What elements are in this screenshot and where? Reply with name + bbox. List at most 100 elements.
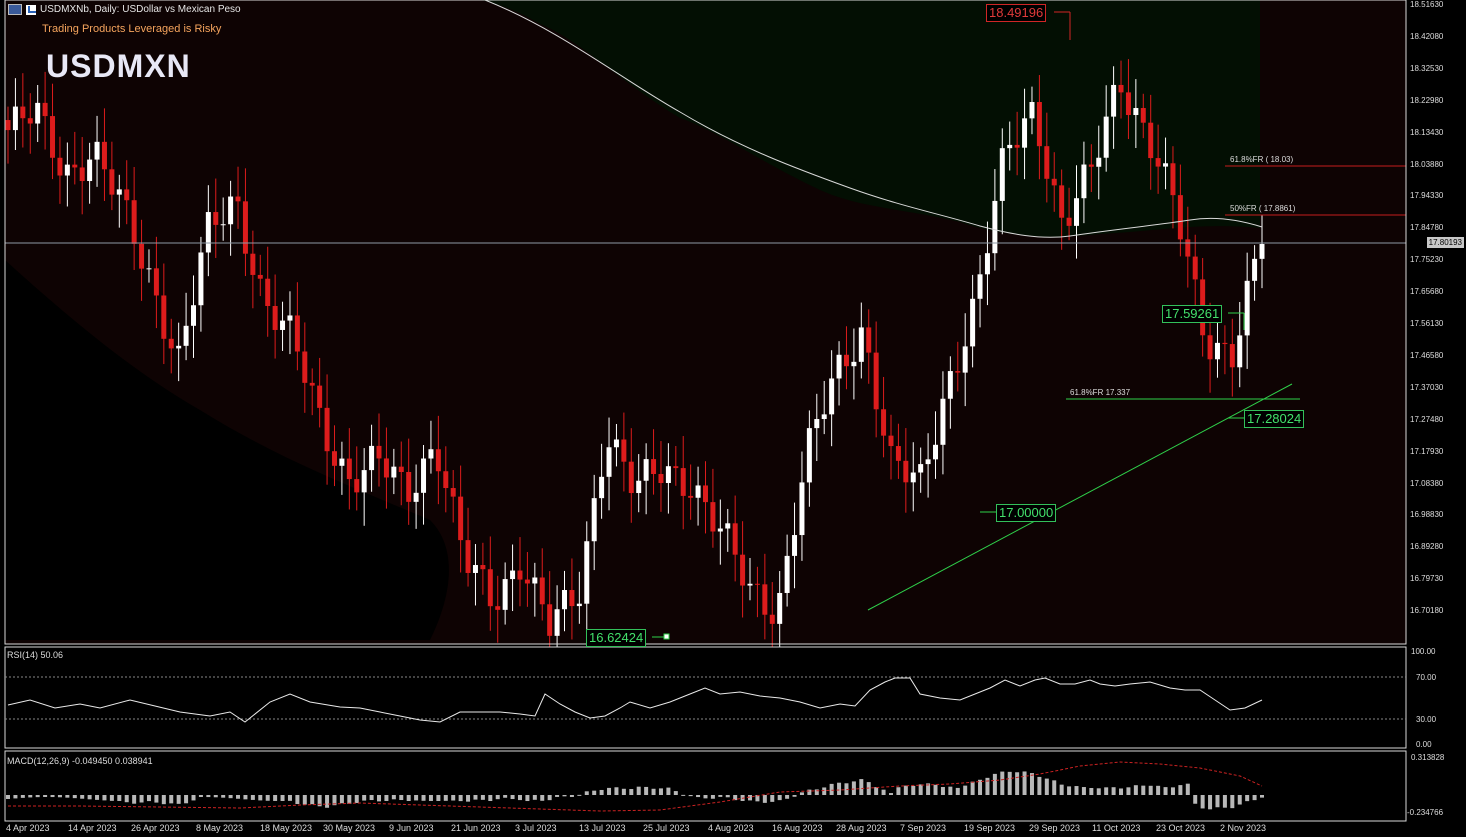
macd-bar — [1067, 786, 1072, 795]
macd-bar — [228, 795, 233, 799]
macd-bar — [1022, 771, 1027, 795]
date-axis-tick: 13 Jul 2023 — [579, 823, 626, 833]
candle-body — [294, 315, 300, 352]
candle-body — [1207, 335, 1213, 360]
price-scale-tick: 17.17930 — [1410, 446, 1444, 456]
macd-bar — [896, 787, 901, 795]
candle-body — [1044, 146, 1050, 179]
candle-body — [576, 603, 582, 607]
macd-bar — [814, 789, 819, 795]
candle-body — [933, 444, 939, 460]
candle-body — [1185, 239, 1191, 257]
price-scale-tick: 18.32530 — [1410, 63, 1444, 73]
price-scale-tick: 17.46580 — [1410, 350, 1444, 360]
macd-bar — [555, 795, 560, 797]
candle-body — [843, 354, 849, 367]
candle-body — [354, 479, 360, 493]
candle-body — [665, 466, 671, 484]
price-scale-tick: 17.27480 — [1410, 414, 1444, 424]
macd-bar — [703, 795, 708, 799]
candle-body — [806, 428, 812, 483]
candle-body — [1252, 258, 1258, 281]
candle-body — [339, 458, 345, 466]
macd-signal-line — [8, 761, 1263, 812]
date-axis-tick: 11 Oct 2023 — [1092, 823, 1141, 833]
macd-bar — [614, 787, 619, 795]
macd-bar — [50, 795, 55, 798]
chart-title: USDMXNb, Daily: USDollar vs Mexican Peso — [40, 4, 241, 15]
candle-body — [161, 295, 167, 339]
macd-bar — [1104, 787, 1109, 795]
macd-bar — [80, 795, 85, 799]
macd-bar — [20, 795, 25, 798]
macd-bar — [1000, 771, 1005, 795]
candle-body — [584, 541, 590, 604]
macd-bar — [87, 795, 92, 800]
candle-body — [1229, 344, 1235, 368]
candle-body — [1088, 164, 1094, 167]
macd-bar — [503, 795, 508, 798]
candle-body — [57, 157, 63, 176]
macd-bar — [295, 795, 300, 805]
macd-bar — [785, 795, 790, 799]
macd-scale-bottom: -0.234766 — [1407, 808, 1444, 817]
macd-bar — [354, 795, 359, 804]
candle-body — [673, 466, 679, 469]
candle-body — [873, 352, 879, 410]
candle-body — [562, 590, 568, 610]
macd-bar — [1015, 772, 1020, 795]
candle-body — [903, 460, 909, 483]
candle-body — [606, 447, 612, 477]
macd-bar — [1059, 784, 1064, 795]
candle-body — [72, 164, 78, 168]
rsi-scale-0: 0.00 — [1416, 740, 1432, 749]
macd-bar — [339, 795, 344, 804]
macd-bar — [191, 795, 196, 801]
candle-body — [235, 196, 241, 202]
macd-bar — [414, 795, 419, 801]
macd-bar — [933, 784, 938, 795]
macd-bar — [287, 795, 292, 801]
candle-body — [131, 200, 137, 244]
price-scale-tick: 17.08380 — [1410, 478, 1444, 488]
macd-bar — [859, 779, 864, 795]
macd-bar — [955, 787, 960, 795]
candle-body — [12, 106, 18, 131]
macd-bar — [525, 795, 530, 802]
macd-bar — [146, 795, 151, 802]
date-axis-tick: 7 Sep 2023 — [900, 823, 947, 833]
macd-bar — [1185, 783, 1190, 795]
macd-bar — [124, 795, 129, 803]
macd-bar — [636, 786, 641, 795]
macd-bar — [109, 795, 114, 801]
candle-body — [836, 354, 842, 379]
candle-body — [272, 305, 278, 330]
macd-bar — [1237, 795, 1242, 805]
candle-body — [346, 458, 352, 480]
candle-body — [324, 407, 330, 452]
support2-price-tag: 17.28024 — [1244, 410, 1305, 428]
candle-body — [895, 446, 901, 461]
candle-body — [413, 492, 419, 502]
macd-bar — [807, 789, 812, 795]
candle-body — [947, 371, 953, 399]
macd-histogram — [6, 771, 1264, 810]
candle-body — [925, 459, 931, 465]
macd-bar — [1178, 785, 1183, 795]
candle-body — [1066, 217, 1072, 226]
macd-bar — [280, 795, 285, 801]
candle-body — [777, 592, 783, 624]
macd-bar — [584, 791, 589, 795]
macd-bar — [1029, 773, 1034, 795]
candle-body — [717, 528, 723, 532]
candle-body — [680, 468, 686, 496]
macd-bar — [458, 795, 463, 802]
candle-body — [139, 243, 145, 269]
chart-window-icon — [8, 4, 22, 15]
macd-bar — [132, 795, 137, 804]
macd-bar — [696, 795, 701, 798]
candle-body — [183, 325, 189, 346]
price-scale-tick: 17.84780 — [1410, 223, 1444, 233]
candle-body — [116, 189, 122, 195]
candle-body — [866, 327, 872, 353]
